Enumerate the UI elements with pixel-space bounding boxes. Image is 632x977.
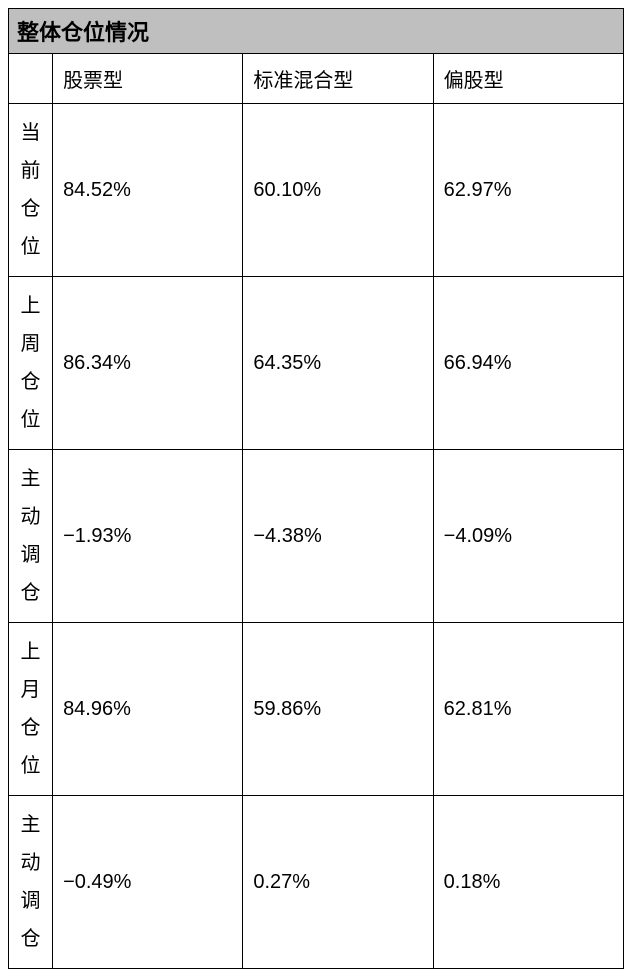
table-row: 主 动 调 仓 −1.93% −4.38% −4.09% [9,450,624,623]
cell-4-0: −0.49% [53,796,243,969]
cell-2-1: −4.38% [243,450,433,623]
position-table-wrap: 整体仓位情况 股票型 标准混合型 偏股型 当 前 仓 位 84.52% 60.1… [8,8,624,969]
col-header-0: 股票型 [53,54,243,104]
cell-1-0: 86.34% [53,277,243,450]
row-label-0: 当 前 仓 位 [9,104,53,277]
header-corner [9,54,53,104]
row-label-2: 主 动 调 仓 [9,450,53,623]
cell-0-0: 84.52% [53,104,243,277]
cell-1-1: 64.35% [243,277,433,450]
cell-1-2: 66.94% [433,277,623,450]
table-row: 当 前 仓 位 84.52% 60.10% 62.97% [9,104,624,277]
row-label-3: 上 月 仓 位 [9,623,53,796]
cell-2-2: −4.09% [433,450,623,623]
col-header-1: 标准混合型 [243,54,433,104]
header-row: 股票型 标准混合型 偏股型 [9,54,624,104]
table-row: 主 动 调 仓 −0.49% 0.27% 0.18% [9,796,624,969]
cell-4-1: 0.27% [243,796,433,969]
cell-0-2: 62.97% [433,104,623,277]
table-title: 整体仓位情况 [9,9,624,54]
cell-3-0: 84.96% [53,623,243,796]
position-table: 整体仓位情况 股票型 标准混合型 偏股型 当 前 仓 位 84.52% 60.1… [8,8,624,969]
row-label-1: 上 周 仓 位 [9,277,53,450]
cell-4-2: 0.18% [433,796,623,969]
row-label-4: 主 动 调 仓 [9,796,53,969]
col-header-2: 偏股型 [433,54,623,104]
table-row: 上 月 仓 位 84.96% 59.86% 62.81% [9,623,624,796]
cell-3-2: 62.81% [433,623,623,796]
cell-3-1: 59.86% [243,623,433,796]
title-row: 整体仓位情况 [9,9,624,54]
cell-2-0: −1.93% [53,450,243,623]
table-row: 上 周 仓 位 86.34% 64.35% 66.94% [9,277,624,450]
cell-0-1: 60.10% [243,104,433,277]
